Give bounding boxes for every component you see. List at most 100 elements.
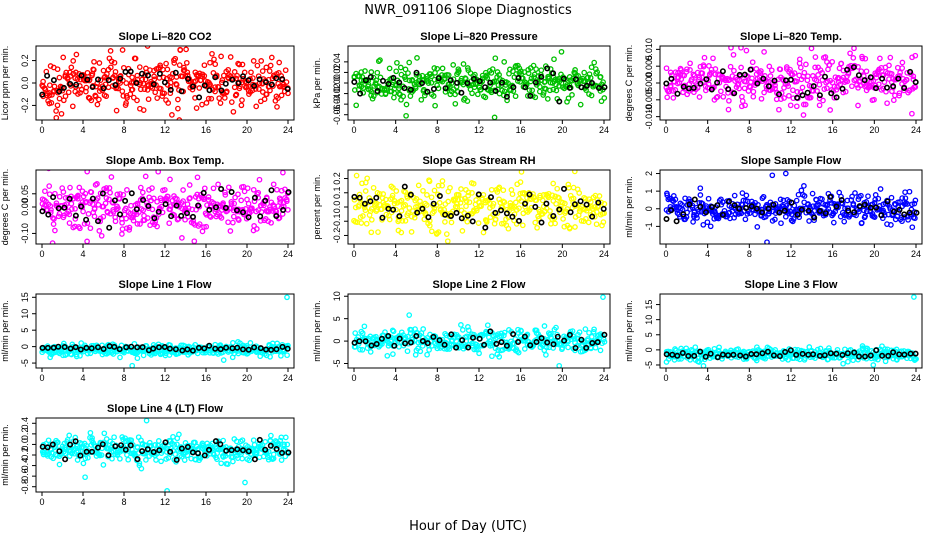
y-tick-label: 10 xyxy=(20,309,30,319)
data-point xyxy=(595,199,602,206)
data-point xyxy=(798,187,805,194)
data-point xyxy=(144,446,151,453)
y-tick-label: 0.04 xyxy=(332,53,342,71)
data-point xyxy=(512,93,519,100)
data-point xyxy=(447,77,454,84)
data-point xyxy=(822,210,829,217)
data-point xyxy=(352,330,359,336)
data-point xyxy=(807,94,814,101)
data-point xyxy=(78,72,85,79)
data-point xyxy=(591,326,597,333)
data-point xyxy=(98,452,105,458)
data-point xyxy=(414,209,421,216)
data-point xyxy=(567,192,574,199)
data-point xyxy=(778,96,784,102)
data-point xyxy=(223,344,230,351)
data-point xyxy=(261,96,268,103)
data-point xyxy=(743,47,750,54)
data-point xyxy=(74,195,81,202)
data-point xyxy=(547,87,553,94)
data-point xyxy=(46,183,53,189)
y-tick-label: 0.00 xyxy=(332,74,342,92)
data-point xyxy=(909,224,916,231)
data-point xyxy=(117,354,123,361)
data-point xyxy=(565,344,571,351)
y-tick-label: 0 xyxy=(20,344,30,349)
data-point xyxy=(827,107,834,113)
data-point xyxy=(527,78,534,85)
data-point xyxy=(571,170,578,175)
data-point xyxy=(550,198,557,204)
data-point xyxy=(428,194,435,201)
data-point xyxy=(793,197,800,204)
data-point xyxy=(184,69,191,76)
data-point xyxy=(53,200,60,207)
data-point xyxy=(872,192,879,198)
data-point xyxy=(284,441,291,448)
data-point xyxy=(509,191,516,198)
data-point xyxy=(47,354,54,361)
y-tick-label: 2 xyxy=(644,171,654,176)
data-point xyxy=(543,352,549,358)
data-point xyxy=(206,87,213,94)
points-layer xyxy=(351,294,608,368)
data-point xyxy=(894,64,901,71)
panel-1: Slope Li–820 CO2 Licor ppm per min. 0 4 8 12 1… xyxy=(0,31,295,135)
data-point xyxy=(859,55,866,62)
data-point xyxy=(231,69,238,75)
data-point xyxy=(42,188,48,195)
data-point xyxy=(861,353,868,360)
data-point xyxy=(163,60,169,67)
data-point xyxy=(134,221,141,227)
data-point xyxy=(266,68,273,74)
data-point xyxy=(351,193,358,200)
data-point xyxy=(370,93,377,99)
data-point xyxy=(95,218,102,225)
data-point xyxy=(498,339,505,346)
data-point xyxy=(362,338,369,345)
data-point xyxy=(448,331,455,338)
data-point xyxy=(906,188,913,195)
data-point xyxy=(97,190,104,197)
data-point xyxy=(405,210,411,216)
data-point xyxy=(910,73,917,80)
data-point xyxy=(521,333,528,340)
data-point xyxy=(544,65,551,72)
data-point xyxy=(903,76,910,83)
x-tick-label: 12 xyxy=(160,249,170,259)
data-point xyxy=(719,211,726,218)
y-tick-label: -0.2 xyxy=(20,98,30,114)
data-point xyxy=(811,214,818,221)
data-point xyxy=(72,216,79,222)
data-point xyxy=(538,67,545,74)
data-point xyxy=(407,339,414,346)
data-point xyxy=(128,202,134,209)
data-point xyxy=(538,73,545,80)
data-point xyxy=(56,193,63,200)
data-point xyxy=(527,92,534,99)
data-point xyxy=(855,353,862,360)
data-point xyxy=(445,198,452,205)
data-point xyxy=(864,345,871,352)
data-point xyxy=(699,70,706,77)
y-tick-label: -0.06 xyxy=(332,104,342,125)
data-point xyxy=(432,102,438,109)
data-point xyxy=(273,445,280,452)
data-point xyxy=(588,333,595,340)
data-point xyxy=(156,70,163,77)
data-point xyxy=(518,328,524,334)
data-point xyxy=(373,333,379,340)
data-point xyxy=(398,197,405,204)
data-point xyxy=(566,224,573,231)
data-point xyxy=(813,77,820,84)
data-point xyxy=(67,81,74,88)
data-point xyxy=(78,86,85,93)
data-point xyxy=(414,55,420,61)
data-point xyxy=(593,209,600,215)
data-point xyxy=(177,47,184,53)
data-point xyxy=(785,83,792,89)
panel-title: Slope Li–820 Temp. xyxy=(740,31,842,43)
data-point xyxy=(117,75,124,82)
y-tick-label: 5 xyxy=(644,332,654,337)
y-tick-label: -0.8 xyxy=(20,479,30,495)
